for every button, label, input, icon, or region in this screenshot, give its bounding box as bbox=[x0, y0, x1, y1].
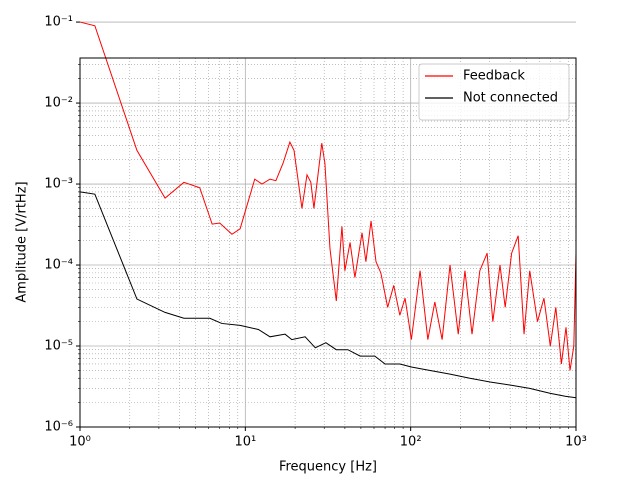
axes: 10⁰ 10¹ 10² 10³ 10⁻⁶ 10⁻⁵ 10⁻⁴ 10⁻³ 10⁻² 10⁻¹ bbox=[44, 15, 587, 450]
y-tick-label: 10⁻⁵ bbox=[44, 339, 73, 354]
series-line bbox=[79, 21, 577, 371]
y-tick-label: 10⁻⁶ bbox=[44, 420, 73, 435]
grid bbox=[79, 21, 577, 428]
y-axis-label: Amplitude [V/rtHz] bbox=[15, 181, 30, 302]
legend-label: Feedback bbox=[463, 69, 525, 84]
plot-frame bbox=[79, 57, 577, 428]
x-tick-label: 10³ bbox=[565, 435, 587, 450]
legend-box bbox=[418, 63, 570, 121]
x-tick-label: 10⁰ bbox=[69, 435, 91, 450]
series-line bbox=[79, 191, 577, 399]
y-tick-label: 10⁻³ bbox=[44, 177, 73, 192]
legend: Feedback Not connected bbox=[418, 63, 570, 121]
x-axis-label: Frequency [Hz] bbox=[279, 460, 377, 475]
y-tick-label: 10⁻⁴ bbox=[44, 258, 73, 273]
x-tick-label: 10¹ bbox=[234, 435, 256, 450]
legend-label: Not connected bbox=[463, 91, 558, 106]
x-tick-label: 10² bbox=[400, 435, 422, 450]
y-tick-label: 10⁻² bbox=[44, 96, 73, 111]
y-tick-label: 10⁻¹ bbox=[44, 15, 73, 30]
plot-lines bbox=[79, 21, 577, 399]
